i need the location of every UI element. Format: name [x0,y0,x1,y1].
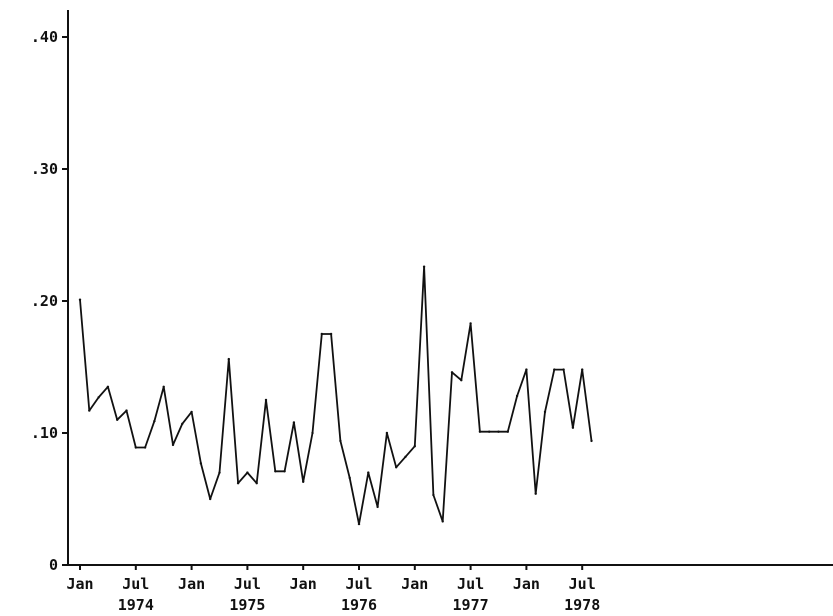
data-point [78,298,82,301]
y-tick-label: .30 [31,160,58,178]
x-year-label: 1977 [453,596,489,614]
data-point [181,422,184,425]
data-point [515,394,519,398]
series-line [79,265,593,525]
data-point [367,471,370,474]
data-point [264,398,268,402]
data-point [283,470,286,473]
data-point [525,368,528,371]
x-year-label: 1974 [118,596,154,614]
data-point [274,470,277,473]
data-point [497,430,500,433]
data-point [320,332,323,336]
data-point [357,522,361,526]
data-point [246,471,249,474]
x-axis-ticks: Jan Jul 1974 Jan Jul 1975 Jan Jul 1976 Jan Jul 1977… [66,565,600,614]
data-point [162,385,165,388]
data-point [218,471,221,474]
data-point [534,492,537,495]
data-point [478,430,482,433]
data-point [125,409,128,412]
data-point [311,431,314,435]
data-point [190,410,193,414]
data-point [143,446,147,449]
data-point [543,410,547,414]
data-point [171,443,175,447]
x-tick-label: Jul [122,575,149,593]
x-year-label: 1975 [229,596,265,614]
data-point [422,265,426,268]
data-point [553,368,556,371]
data-point [88,409,91,412]
x-year-label: 1978 [564,596,600,614]
data-point [460,379,463,382]
data-point [227,357,230,361]
data-point [469,322,472,325]
data-point [97,396,100,399]
data-point [255,482,258,485]
data-point [395,466,398,469]
data-point [153,419,156,423]
data-point [376,505,379,509]
data-point [348,476,351,480]
data-point [209,497,212,501]
x-tick-label: Jan [513,575,540,593]
x-tick-label: Jan [178,575,205,593]
data-point [590,439,593,443]
data-point [292,421,296,424]
data-point [581,368,584,371]
y-tick-label: 0 [49,556,58,574]
data-point [339,439,342,443]
x-tick-label: Jul [457,575,484,593]
data-point [441,520,444,523]
data-point [199,462,203,465]
x-year-label: 1976 [341,596,377,614]
data-point [385,431,389,435]
data-point [571,426,575,429]
y-tick-label: .20 [31,292,58,310]
data-point [106,385,110,388]
y-tick-label: .10 [31,424,58,442]
y-axis-ticks: 0 .10 .20 .30 .40 [31,28,68,574]
x-tick-label: Jan [290,575,317,593]
data-point [404,455,407,458]
data-point [116,418,119,421]
x-tick-label: Jan [401,575,428,593]
data-point [488,430,491,433]
data-point [413,445,416,448]
y-tick-label: .40 [31,28,58,46]
x-tick-label: Jan [66,575,93,593]
data-point [134,446,137,449]
data-point [562,368,565,371]
data-point [236,482,240,485]
data-point [302,480,305,483]
data-point [506,430,509,433]
x-tick-label: Jul [569,575,596,593]
data-point [329,332,333,336]
x-tick-label: Jul [345,575,372,593]
data-point [432,493,435,497]
x-tick-label: Jul [234,575,261,593]
series-group [78,265,593,526]
data-point [450,371,454,374]
